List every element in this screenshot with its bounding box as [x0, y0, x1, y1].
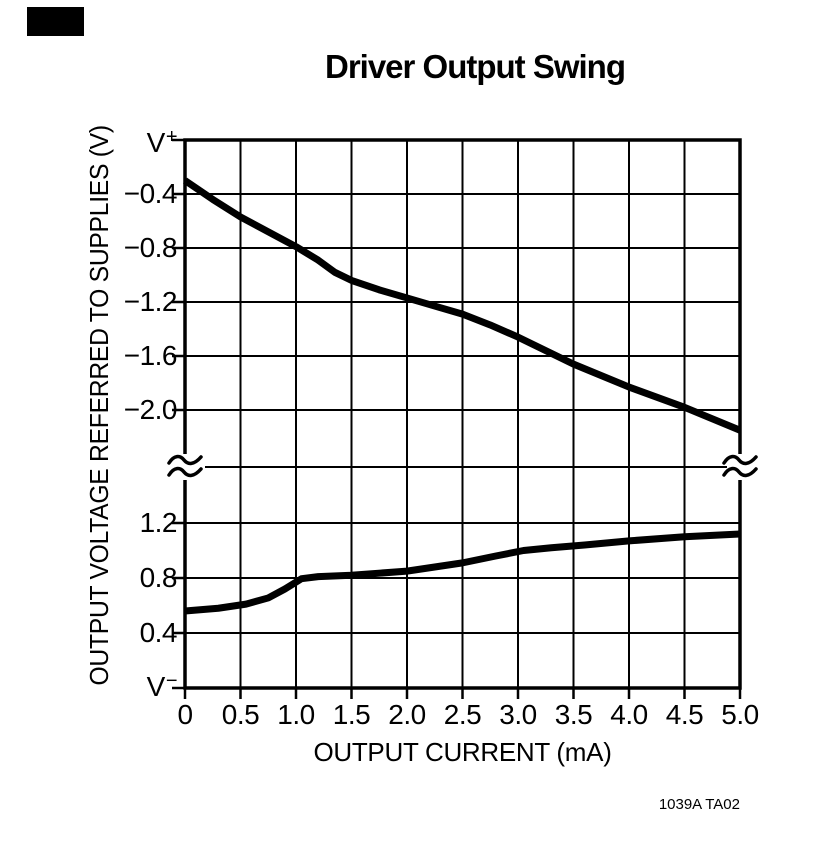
curve-output-swing-from-v-plus: [183, 177, 742, 434]
x-tick-label-10: 5.0: [721, 699, 759, 730]
curve-output-swing-from-v-minus: [184, 530, 741, 615]
y-edge-label-v-plus: V+: [146, 126, 178, 158]
y-tick-label-upper-0: −0.4: [123, 178, 178, 209]
x-tick-label-6: 3.0: [499, 699, 537, 730]
x-tick-label-3: 1.5: [332, 699, 371, 730]
y-tick-label-upper-1: −0.8: [123, 232, 178, 263]
tick-marks: [172, 138, 742, 699]
figure-note: 1039A TA02: [658, 796, 740, 813]
corner-marker: [27, 7, 84, 36]
x-tick-label-9: 4.5: [665, 699, 704, 730]
grid-lines: [185, 140, 740, 688]
y-tick-label-upper-3: −1.6: [123, 340, 178, 371]
plot-border: [183, 138, 742, 690]
x-axis-title: OUTPUT CURRENT (mA): [313, 737, 612, 767]
x-tick-label-1: 0.5: [221, 699, 260, 730]
x-tick-label-2: 1.0: [277, 699, 315, 730]
x-tick-label-5: 2.5: [443, 699, 482, 730]
y-tick-label-lower-1: 0.8: [139, 562, 178, 593]
y-tick-label-lower-0: 1.2: [139, 507, 178, 538]
y-tick-label-upper-4: −2.0: [123, 394, 178, 425]
x-tick-label-4: 2.0: [388, 699, 426, 730]
y-tick-label-lower-2: 0.4: [139, 617, 178, 648]
axis-break-right: [722, 454, 758, 480]
y-edge-label-v-minus: V−: [146, 670, 178, 702]
y-axis-title: OUTPUT VOLTAGE REFERRED TO SUPPLIES (V): [84, 125, 114, 686]
x-tick-label-0: 0: [177, 699, 193, 730]
y-tick-label-upper-2: −1.2: [123, 286, 178, 317]
x-tick-label-7: 3.5: [554, 699, 593, 730]
x-tick-label-8: 4.0: [610, 699, 648, 730]
axis-break-left: [167, 454, 203, 480]
chart-title: Driver Output Swing: [324, 48, 626, 85]
